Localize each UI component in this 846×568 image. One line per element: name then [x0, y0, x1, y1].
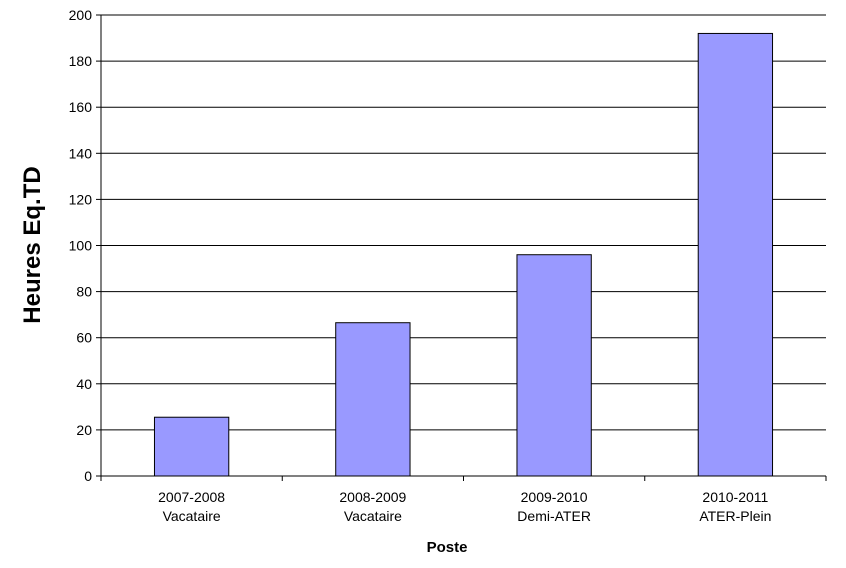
y-tick-labels: 0 20 40 60 80 100 120 140 160 180 200	[69, 7, 93, 484]
bar	[335, 322, 411, 477]
x-category-labels: 2007-2008 Vacataire 2008-2009 Vacataire 2009…	[158, 489, 771, 524]
x-category-label-line: ATER-Plein	[699, 508, 771, 524]
y-tick-label: 120	[69, 191, 93, 207]
x-category-label-line: Demi-ATER	[517, 508, 591, 524]
y-tick-label: 100	[69, 238, 93, 254]
y-tick-label: 20	[76, 422, 92, 438]
x-category-label: 2008-2009 Vacataire	[339, 489, 406, 524]
axes	[96, 14, 827, 481]
x-category-label: 2010-2011 ATER-Plein	[699, 489, 771, 524]
x-category-label-line: 2009-2010	[521, 489, 588, 505]
y-tick-label: 40	[76, 376, 92, 392]
y-tick-label: 140	[69, 145, 93, 161]
x-category-label-line: 2008-2009	[339, 489, 406, 505]
gridlines	[101, 14, 826, 431]
y-tick-label: 200	[69, 7, 93, 23]
y-tick-label: 160	[69, 99, 93, 115]
x-category-label-line: 2007-2008	[158, 489, 225, 505]
x-category-label-line: Vacataire	[163, 508, 221, 524]
y-tick-label: 80	[76, 284, 92, 300]
bar	[153, 416, 230, 477]
x-category-label: 2009-2010 Demi-ATER	[517, 489, 591, 524]
y-tick-label: 60	[76, 330, 92, 346]
x-category-label-line: Vacataire	[344, 508, 402, 524]
bars	[153, 32, 774, 477]
x-category-label: 2007-2008 Vacataire	[158, 489, 225, 524]
bar	[697, 32, 774, 477]
y-tick-label: 0	[84, 468, 92, 484]
x-axis-title: Poste	[427, 539, 468, 556]
y-tick-label: 180	[69, 53, 93, 69]
y-axis-title: Heures Eq.TD	[19, 166, 46, 323]
x-category-label-line: 2010-2011	[702, 489, 768, 505]
bar	[516, 254, 592, 477]
